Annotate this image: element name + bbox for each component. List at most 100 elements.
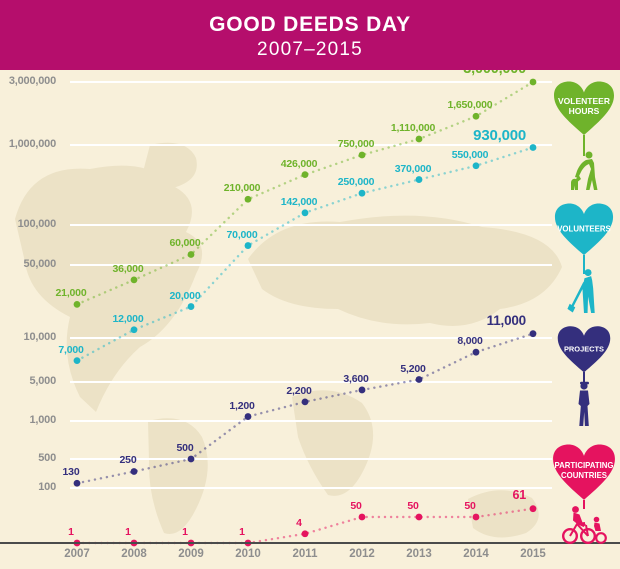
point-label-volunteers: 250,000 (337, 176, 375, 189)
legend-icon-wrap (573, 380, 595, 433)
point-label-countries: 4 (296, 516, 302, 529)
data-point-hours (301, 171, 309, 179)
point-label-countries: 61 (512, 487, 526, 502)
data-point-volunteers (73, 357, 81, 365)
gridline (70, 81, 552, 83)
data-point-volunteers (415, 176, 423, 183)
point-label-volunteers: 930,000 (473, 126, 526, 144)
gridline (70, 144, 552, 146)
y-axis-tick-label: 100 (38, 481, 56, 493)
x-axis-year-label: 2009 (178, 548, 204, 560)
gridline (70, 420, 552, 422)
data-point-projects (415, 376, 423, 383)
data-point-volunteers (187, 303, 195, 310)
world-map (15, 142, 562, 538)
point-label-hours: 426,000 (280, 157, 318, 170)
data-point-hours (244, 195, 252, 203)
x-axis-year-label: 2015 (520, 548, 546, 560)
point-label-volunteers: 12,000 (112, 312, 144, 325)
heart-balloon: PROJECTS (557, 326, 611, 373)
point-label-countries: 50 (350, 500, 362, 512)
gridline (70, 487, 552, 489)
y-axis-tick-label: 3,000,000 (8, 75, 56, 87)
point-label-countries: 1 (182, 526, 188, 538)
data-point-hours (130, 276, 138, 284)
data-point-countries (529, 505, 537, 513)
y-axis-tick-label: 1,000,000 (8, 138, 56, 150)
gridline (70, 458, 552, 460)
legend-icon-wrap (563, 150, 605, 197)
point-label-countries: 50 (464, 500, 476, 512)
point-label-volunteers: 70,000 (226, 228, 258, 241)
point-label-hours: 36,000 (112, 262, 144, 275)
data-point-volunteers (130, 326, 138, 334)
data-point-volunteers (358, 189, 366, 197)
legend-item-countries: PARTICIPATING COUNTRIES (551, 443, 617, 508)
balloon-string (583, 255, 585, 274)
heart-balloon: VOLUNTEERS (554, 203, 614, 256)
data-point-projects (358, 386, 366, 394)
legend-item-volunteers: VOLUNTEERS (553, 202, 615, 263)
person-sweeping-icon (567, 269, 595, 313)
point-label-projects: 2,200 (286, 384, 312, 397)
point-label-hours: 1,110,000 (390, 122, 436, 134)
legend-label: PROJECTS (564, 344, 604, 353)
point-label-projects: 8,000 (457, 335, 483, 348)
data-point-projects (244, 413, 252, 420)
point-label-projects: 3,600 (343, 372, 369, 385)
point-label-volunteers: 142,000 (280, 195, 318, 208)
legend-label: PARTICIPATING (554, 461, 613, 470)
balloon-string (583, 135, 585, 156)
x-axis-year-label: 2008 (121, 548, 147, 560)
point-label-projects: 250 (119, 454, 137, 467)
data-point-volunteers (244, 242, 252, 249)
data-point-hours (529, 78, 537, 86)
x-axis-year-label: 2013 (406, 548, 432, 560)
data-point-projects (130, 468, 138, 475)
x-axis-year-label: 2014 (463, 548, 489, 560)
gridline (70, 381, 552, 383)
family-cycling-icon (561, 506, 607, 545)
point-label-projects: 130 (62, 466, 80, 479)
data-point-countries (415, 513, 423, 521)
balloon-string (583, 500, 585, 509)
data-point-countries (301, 530, 309, 538)
point-label-countries: 1 (68, 526, 74, 538)
data-point-projects (73, 479, 81, 487)
legend-item-projects: PROJECTS (556, 325, 612, 380)
page-title: GOOD DEEDS DAY (209, 13, 411, 36)
data-point-hours (358, 151, 366, 159)
point-label-hours: 1,650,000 (447, 99, 493, 112)
person-walking-icon (578, 381, 590, 426)
point-label-hours: 210,000 (223, 182, 261, 195)
x-axis-year-label: 2007 (64, 548, 90, 560)
person-petting-dog-icon (571, 151, 598, 190)
point-label-countries: 1 (239, 526, 245, 538)
gridline (70, 224, 552, 226)
balloon-string (583, 372, 585, 386)
x-axis-year-label: 2011 (292, 548, 318, 560)
gridline (70, 264, 552, 266)
legend-label: VOLENTEER (558, 96, 610, 106)
point-label-projects: 500 (176, 442, 194, 454)
series-line-countries (75, 507, 535, 545)
data-point-volunteers (529, 144, 537, 151)
y-axis-tick-label: 5,000 (29, 375, 56, 387)
y-axis-tick-label: 10,000 (23, 331, 57, 343)
data-point-projects (301, 398, 309, 406)
data-point-volunteers (301, 209, 309, 217)
data-point-projects (187, 455, 195, 463)
data-point-countries (358, 513, 366, 521)
page-subtitle: 2007–2015 (257, 39, 363, 60)
legend-icon-wrap (559, 503, 609, 550)
x-axis-baseline (0, 542, 620, 544)
legend-icon-wrap (566, 268, 604, 320)
point-label-hours: 750,000 (337, 137, 375, 150)
data-point-projects (472, 348, 480, 356)
point-label-hours: 21,000 (55, 287, 87, 300)
legend-label: COUNTRIES (561, 471, 607, 480)
